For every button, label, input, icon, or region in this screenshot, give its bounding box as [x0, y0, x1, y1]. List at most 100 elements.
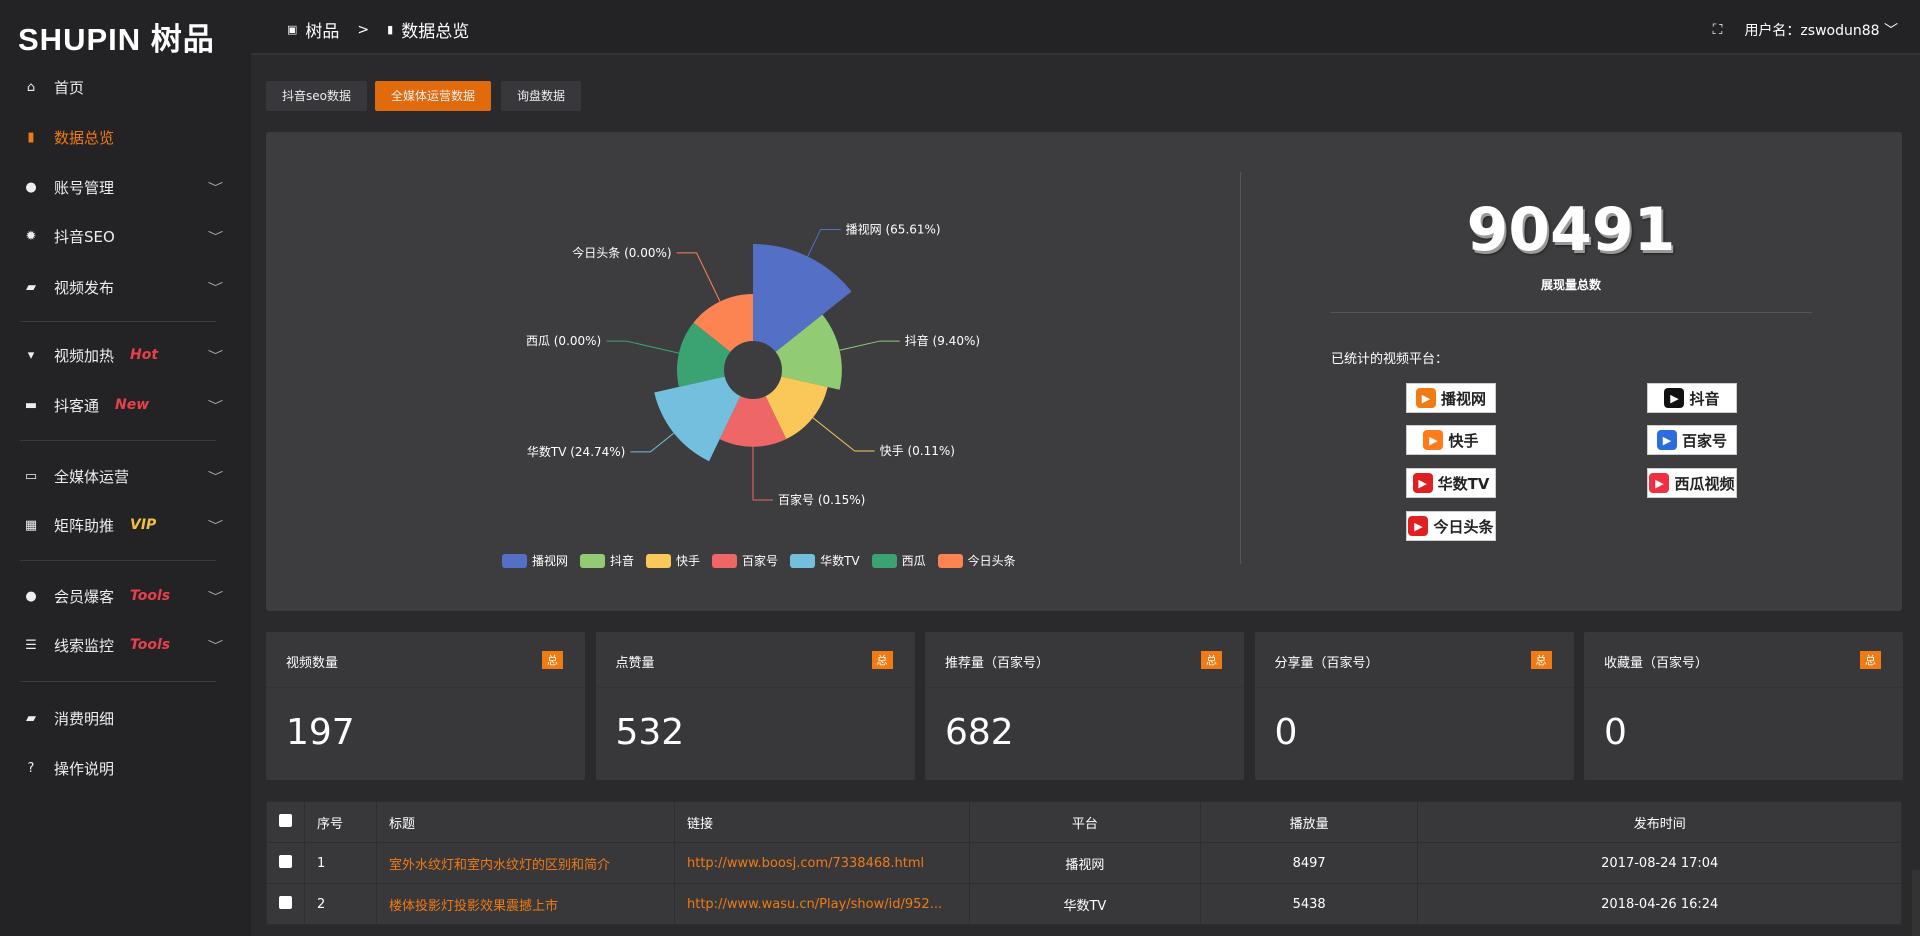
chevron-down-icon[interactable]: ﹀ [207, 470, 224, 483]
total-badge: 总 [1860, 651, 1881, 669]
legend-label: 百家号 [742, 554, 779, 568]
stat-card: 分享量（百家号） 总 0 [1254, 632, 1574, 780]
sidebar-divider [20, 440, 216, 441]
legend-item[interactable]: 快手 [646, 552, 700, 569]
sidebar-icon: ? [27, 760, 35, 776]
stat-title: 视频数量 [286, 656, 339, 671]
platform-name: 华数TV [1437, 474, 1490, 493]
label-line [606, 340, 680, 354]
rose-pie-chart: 播视网 (65.61%) 抖音 (9.40%) 快手 (0.11%) 百家号 (0.1… [526, 221, 980, 507]
legend-item[interactable]: 西瓜 [871, 552, 926, 569]
chevron-down-icon[interactable]: ﹀ [207, 181, 224, 194]
table-row[interactable]: 1 室外水纹灯和室内水纹灯的区别和简介 http://www.boosj.com… [266, 842, 1902, 884]
tab-all-media[interactable]: 全媒体运营数据 [375, 81, 492, 111]
chevron-down-icon[interactable]: ﹀ [207, 399, 224, 412]
chevron-down-icon[interactable]: ﹀ [207, 639, 224, 652]
table-row[interactable]: 2 楼体投影灯投影效果震撼上市 http://www.wasu.cn/Play/… [266, 883, 1902, 925]
sidebar-item-0[interactable]: ⌂ 首页 [0, 67, 251, 107]
total-badge: 总 [871, 651, 893, 669]
stat-title: 推荐量（百家号） [945, 656, 1050, 671]
sidebar-item-12[interactable]: ? 操作说明 [0, 748, 251, 788]
pie-slice-播视网[interactable] [753, 244, 852, 352]
cell-title-link[interactable]: 楼体投影灯投影效果震撼上市 [376, 883, 675, 925]
sidebar-item-2[interactable]: ● 账号管理 ﹀ [0, 167, 251, 207]
sidebar-badge: Tools [130, 637, 171, 653]
scrollbar[interactable] [1912, 870, 1920, 936]
legend-swatch [937, 553, 963, 568]
legend-item[interactable]: 百家号 [712, 552, 778, 569]
fullscreen-icon[interactable]: ⛶ [1712, 22, 1723, 38]
sidebar-item-9[interactable]: ● 会员爆客 Tools ﹀ [0, 576, 251, 616]
legend-item[interactable]: 抖音 [580, 552, 634, 569]
label-line [807, 228, 841, 257]
chart-legend: 播视网 抖音 快手 百家号 华数TV 西瓜 今日头条 [502, 552, 1016, 569]
sidebar-item-4[interactable]: ▰ 视频发布 ﹀ [0, 267, 251, 307]
stat-title: 点赞量 [615, 656, 655, 671]
cell-title-link[interactable]: 室外水纹灯和室内水纹灯的区别和简介 [376, 842, 675, 884]
label-line [812, 417, 875, 452]
chevron-down-icon[interactable]: ﹀ [207, 519, 224, 532]
total-impressions: 90491 [1466, 195, 1676, 265]
sidebar-item-5[interactable]: ▾ 视频加热 Hot ﹀ [0, 335, 251, 375]
pie-slice-华数TV[interactable] [654, 376, 741, 462]
sidebar-item-label: 会员爆客 [54, 587, 115, 606]
col-publish-time: 发布时间 [1417, 801, 1902, 843]
sidebar-item-10[interactable]: ☰ 线索监控 Tools ﹀ [0, 625, 251, 665]
tab-douyin-seo[interactable]: 抖音seo数据 [266, 81, 367, 111]
row-checkbox[interactable] [279, 895, 292, 909]
sidebar-badge: New [115, 397, 150, 413]
sidebar-item-8[interactable]: ▦ 矩阵助推 VIP ﹀ [0, 505, 251, 545]
chevron-down-icon[interactable]: ﹀ [207, 281, 224, 294]
header [251, 0, 1920, 55]
sidebar-icon: ▬ [24, 397, 38, 413]
tab-inquiry[interactable]: 询盘数据 [501, 81, 582, 111]
sidebar-item-label: 操作说明 [54, 759, 115, 778]
sidebar-badge: Tools [130, 588, 171, 604]
sidebar: SHUPIN 树品 ⌂ 首页 ▮ 数据总览 ● 账号管理 ﹀ ✹ 抖音SEO ﹀ ▰ 视频发布 ﹀ ▾ 视频… [0, 0, 251, 936]
slice-label: 快手 (0.11%) [880, 444, 955, 458]
user-menu[interactable]: 用户名：zswodun88 ﹀ [1744, 23, 1898, 39]
platform-logo-icon: ▶ [1423, 430, 1444, 450]
pie-slice-快手[interactable] [765, 376, 828, 439]
legend-item[interactable]: 今日头条 [937, 552, 1016, 569]
stat-value: 197 [286, 712, 355, 753]
stat-title: 收藏量（百家号） [1604, 656, 1709, 671]
col-plays: 播放量 [1199, 801, 1419, 843]
sidebar-icon: ● [25, 588, 37, 604]
chevron-down-icon[interactable]: ﹀ [207, 230, 224, 243]
sidebar-item-11[interactable]: ▰ 消费明细 [0, 698, 251, 738]
sidebar-item-7[interactable]: ▭ 全媒体运营 ﹀ [0, 456, 251, 496]
sidebar-item-label: 视频发布 [54, 278, 115, 297]
platform-logo-icon: ▶ [1415, 388, 1436, 408]
sidebar-item-label: 视频加热 [54, 346, 115, 365]
breadcrumb-current: 数据总览 [401, 22, 470, 42]
chevron-down-icon[interactable]: ﹀ [207, 349, 224, 362]
row-checkbox[interactable] [279, 854, 292, 868]
sidebar-icon: ▰ [26, 279, 36, 295]
platform-logo: ▶ 西瓜视频 [1647, 468, 1737, 498]
sidebar-icon: ☰ [25, 637, 37, 653]
cell-url-link[interactable]: http://www.wasu.cn/Play/show/id/952... [674, 883, 970, 925]
legend-item[interactable]: 播视网 [502, 552, 568, 569]
sidebar-item-label: 账号管理 [54, 178, 115, 197]
sidebar-item-6[interactable]: ▬ 抖客通 New ﹀ [0, 385, 251, 425]
legend-item[interactable]: 华数TV [790, 552, 860, 569]
pie-slice-百家号[interactable] [719, 396, 787, 447]
pie-slice-西瓜[interactable] [676, 322, 731, 387]
cell-url-link[interactable]: http://www.boosj.com/7338468.html [674, 842, 970, 884]
cell-plays: 8497 [1199, 842, 1419, 884]
total-badge: 总 [542, 651, 563, 669]
chevron-down-icon[interactable]: ﹀ [207, 590, 224, 603]
sidebar-item-label: 线索监控 [54, 636, 115, 655]
sidebar-item-1[interactable]: ▮ 数据总览 [0, 117, 251, 157]
sidebar-item-3[interactable]: ✹ 抖音SEO ﹀ [0, 216, 251, 256]
platform-logo: ▶ 华数TV [1406, 468, 1496, 498]
breadcrumb-root[interactable]: 树品 [305, 22, 340, 42]
legend-swatch [790, 553, 816, 568]
cell-publish-time: 2017-08-24 17:04 [1417, 842, 1902, 884]
pie-slice-今日头条[interactable] [693, 294, 753, 352]
breadcrumb-home-icon: ▣ [287, 23, 298, 36]
pie-slice-抖音[interactable] [775, 314, 842, 390]
select-all-checkbox[interactable] [279, 813, 292, 827]
sidebar-item-label: 矩阵助推 [54, 516, 115, 535]
